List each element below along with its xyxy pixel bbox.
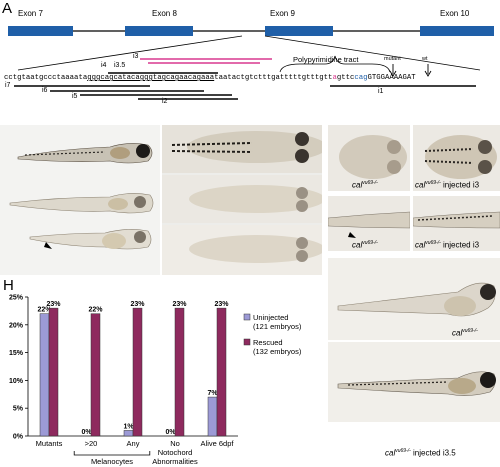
category-label: Mutants — [36, 439, 63, 448]
morpholino-i3-label: i3 — [133, 53, 139, 60]
morpholino-i6-label: i6 — [42, 87, 48, 94]
exon-9-box — [265, 26, 333, 36]
data-label: 23% — [214, 301, 229, 308]
panel-j-image — [328, 342, 500, 422]
data-label: 23% — [130, 301, 145, 308]
category-label: Any — [127, 439, 140, 448]
y-tick-label: 0% — [13, 434, 24, 441]
panel-f-image — [413, 125, 500, 191]
exon-10-box — [420, 26, 494, 36]
zoom-line-right — [264, 35, 481, 71]
legend-label-sub: (132 embryos) — [253, 347, 302, 356]
bar-rescued — [174, 307, 185, 437]
panel-b-larvae — [9, 143, 154, 250]
legend-label: Uninjected — [253, 313, 288, 322]
y-tick-label: 20% — [9, 322, 24, 329]
wt-arrow-head — [424, 70, 432, 77]
legend-label-sub: (121 embryos) — [253, 322, 302, 331]
panel-g-image — [413, 196, 500, 251]
category-label: Abnormalities — [152, 457, 198, 466]
melanocytes-bracket — [73, 451, 151, 456]
data-label: 1% — [123, 423, 134, 430]
rescue-bar-chart: 0%5%10%15%20%25%22%23%Mutants0%22%>201%2… — [9, 295, 302, 467]
category-label: Notochord — [158, 448, 193, 457]
category-label: No — [170, 439, 180, 448]
y-tick-label: 15% — [9, 350, 24, 357]
panel-i-image — [328, 258, 500, 340]
panel-label-a: A — [2, 0, 13, 17]
bar-rescued — [132, 307, 143, 437]
bar-uninjected — [39, 313, 50, 437]
panel-e-caption: calvu69-/- — [352, 240, 378, 250]
legend-swatch-0 — [243, 313, 251, 321]
mutant-label: mutant — [384, 56, 401, 62]
data-label: 22% — [88, 307, 103, 314]
category-label: >20 — [85, 439, 98, 448]
polypyrimidine-label: Polypyrimidine tract — [293, 55, 359, 64]
morpholino-i2-label: i2 — [162, 98, 168, 105]
panel-e-image — [328, 196, 410, 251]
exon-10-label: Exon 10 — [440, 9, 470, 18]
data-label: 23% — [46, 301, 61, 308]
y-tick-label: 10% — [9, 378, 24, 385]
melanocytes-label: Melanocytes — [91, 457, 133, 466]
mutant-arrow-head — [389, 70, 397, 77]
panel-i-caption: calvu69-/- — [452, 328, 478, 338]
morpholino-i1-label: i1 — [378, 88, 384, 95]
legend-swatch-1 — [243, 338, 251, 346]
intron-sequence: cctgtaatgccctaaaatagggcagcatacagggtagcag… — [4, 74, 416, 82]
morpholino-i4-label: i4 — [101, 62, 107, 69]
data-label: 7% — [207, 390, 218, 397]
bar-rescued — [48, 307, 59, 437]
exon-7-label: Exon 7 — [18, 9, 43, 18]
panel-c-heads — [162, 125, 322, 275]
bar-rescued — [90, 313, 101, 437]
y-tick-label: 5% — [13, 406, 24, 413]
data-label: 23% — [172, 301, 187, 308]
exon-9-label: Exon 9 — [270, 9, 295, 18]
polypyrimidine-bracket — [279, 55, 391, 73]
bar-rescued — [216, 307, 227, 437]
zoom-line-left — [17, 35, 243, 71]
bar-uninjected — [207, 396, 218, 437]
y-tick-label: 25% — [9, 295, 24, 302]
panel-g-caption: calvu69-/- injected i3 — [415, 240, 480, 250]
wt-label: wt — [422, 56, 428, 62]
exon-8-label: Exon 8 — [152, 9, 177, 18]
gene-diagram — [8, 26, 494, 100]
panel-b-image — [0, 125, 160, 275]
panel-d-image — [328, 125, 410, 191]
data-label: 22% — [37, 307, 52, 314]
panel-f-caption: calvu69-/- injected i3 — [415, 180, 480, 190]
morpholino-i5-label: i5 — [72, 93, 78, 100]
panel-c-image — [162, 125, 322, 275]
legend-label: Rescued — [253, 338, 283, 347]
data-label: 0% — [81, 429, 92, 436]
bar-uninjected — [123, 430, 134, 437]
data-label: 0% — [165, 429, 176, 436]
category-label: Alive 6dpf — [201, 439, 235, 448]
panel-d-caption: calvu69-/- — [352, 180, 378, 190]
panel-label-h: H — [3, 277, 14, 294]
morpholino-i7-label: i7 — [5, 82, 11, 89]
exon-7-box — [8, 26, 73, 36]
panel-j-caption: calvu69-/- injected i3.5 — [385, 448, 456, 458]
morpholino-i3-5-label: i3.5 — [114, 62, 126, 69]
exon-8-box — [125, 26, 193, 36]
